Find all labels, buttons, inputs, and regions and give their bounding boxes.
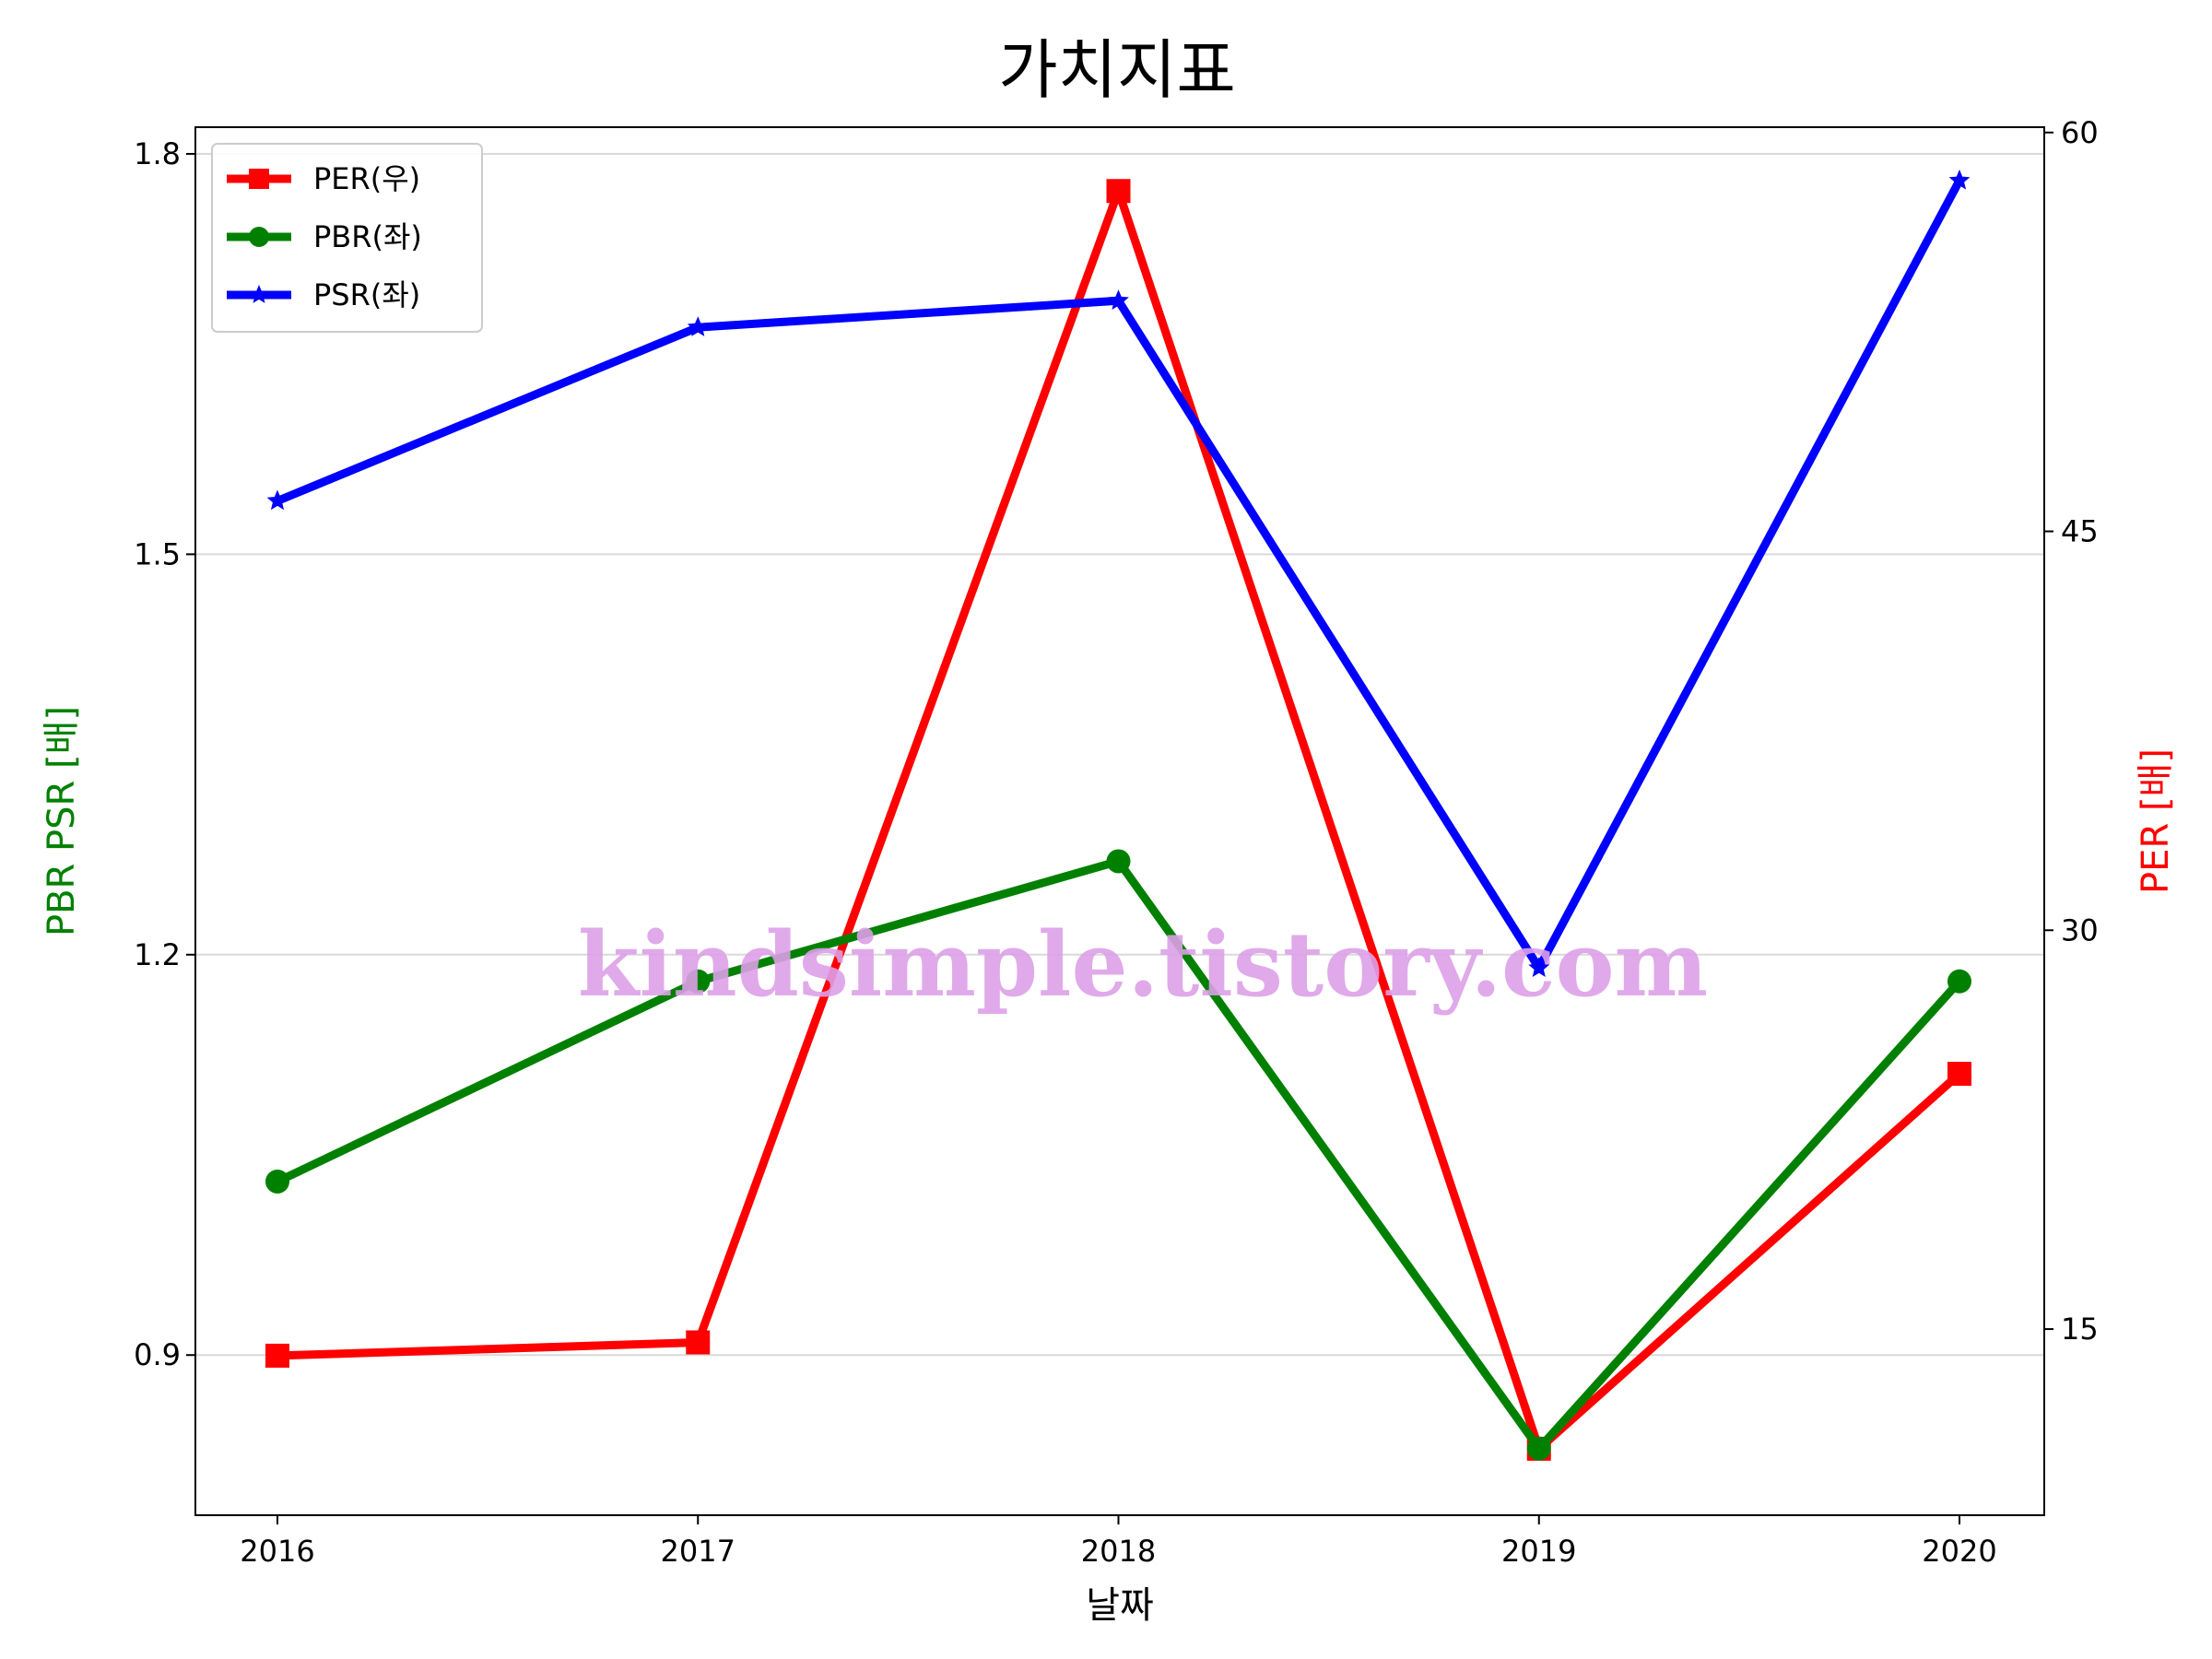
x-axis: 2016 2017 2018 2019 2020 (240, 1515, 1997, 1569)
watermark-text: kindsimple.tistory.com (578, 912, 1708, 1017)
psr-data-point (1108, 289, 1129, 310)
x-tick-label: 2018 (1081, 1534, 1156, 1569)
psr-data-point (1528, 957, 1550, 977)
right-axis-title: PER [배] (2135, 748, 2177, 894)
left-axis-title: PBR PSR [배] (41, 706, 83, 936)
x-tick-label: 2020 (1922, 1534, 1996, 1569)
per-data-point (686, 1330, 711, 1355)
x-axis-title: 날짜 (1086, 1584, 1154, 1627)
x-tick-label: 2017 (661, 1534, 735, 1569)
right-axis: 15 30 45 60 (2044, 115, 2099, 1347)
legend-marker-psr (249, 285, 269, 303)
per-data-point (265, 1343, 289, 1368)
x-tick-label: 2019 (1501, 1534, 1576, 1569)
left-tick-label: 1.8 (134, 136, 181, 171)
right-tick-label: 45 (2061, 514, 2099, 549)
psr-data-point (687, 316, 709, 336)
left-tick-label: 1.5 (134, 536, 181, 571)
psr-data-point (1948, 169, 1971, 190)
left-tick-label: 0.9 (134, 1337, 181, 1372)
chart-title: 가치지표 (998, 32, 1236, 108)
legend-label-pbr: PBR(좌) (313, 219, 422, 254)
left-axis: 0.9 1.2 1.5 1.8 (134, 136, 195, 1372)
right-tick-label: 15 (2061, 1312, 2099, 1347)
legend-label-per: PER(우) (313, 161, 420, 196)
left-tick-label: 1.2 (134, 937, 181, 972)
legend-box (211, 143, 483, 333)
pbr-data-point (1106, 849, 1131, 874)
pbr-data-point (265, 1169, 289, 1194)
right-tick-label: 30 (2061, 912, 2099, 947)
pbr-data-point (1526, 1436, 1551, 1461)
x-tick-label: 2016 (240, 1534, 314, 1569)
plot-frame (194, 126, 2045, 1516)
per-data-point (1947, 1062, 1971, 1087)
right-tick-label: 60 (2061, 115, 2099, 150)
legend-marker-pbr (249, 227, 269, 247)
legend: PER(우) PBR(좌) PSR(좌) (211, 143, 483, 333)
grid-lines (195, 152, 2044, 1357)
series-group (265, 169, 1971, 1461)
per-data-point (1106, 179, 1131, 204)
legend-marker-per (249, 169, 269, 189)
psr-data-point (266, 489, 288, 511)
legend-label-psr: PSR(좌) (313, 277, 420, 312)
pbr-data-point (686, 969, 711, 994)
pbr-data-point (1947, 969, 1971, 994)
